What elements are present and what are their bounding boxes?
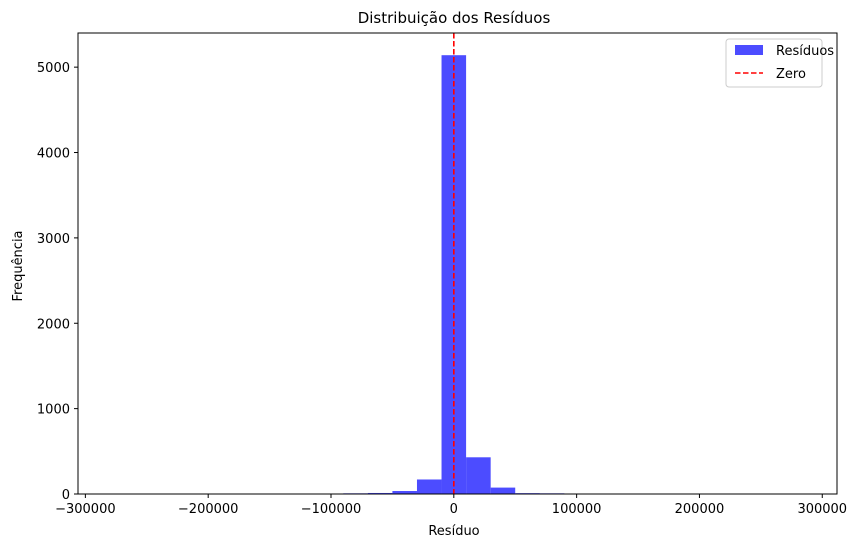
plot-frame xyxy=(77,32,838,495)
legend-label-residuos: Resíduos xyxy=(776,44,834,59)
legend: Resíduos Zero xyxy=(725,38,834,88)
x-axis-ticks: −300000 −200000 −100000 0 100000 200000 300000 xyxy=(55,494,847,517)
y-tick-label-5: 5000 xyxy=(37,61,70,76)
x-tick-label-4: 100000 xyxy=(552,502,602,517)
x-axis-label: Resíduo xyxy=(428,524,479,539)
y-tick-label-0: 0 xyxy=(62,488,70,503)
histogram-bar-1 xyxy=(367,492,393,494)
x-tick-label-3: 0 xyxy=(450,502,458,517)
legend-label-zero: Zero xyxy=(776,67,806,82)
y-tick-label-2: 2000 xyxy=(37,317,70,332)
histogram-bar-3 xyxy=(416,479,442,494)
x-tick-label-6: 300000 xyxy=(797,502,847,517)
histogram-bar-6 xyxy=(490,487,516,494)
chart-title: Distribuição dos Resíduos xyxy=(358,9,551,27)
histogram-bar-2 xyxy=(392,491,417,494)
y-tick-label-1: 1000 xyxy=(37,403,70,418)
histogram-bar-5 xyxy=(466,457,491,494)
y-axis-label: Frequência xyxy=(11,230,26,301)
x-tick-label-0: −300000 xyxy=(55,502,116,517)
x-tick-label-2: −100000 xyxy=(301,502,362,517)
legend-swatch-residuos xyxy=(735,45,763,55)
y-tick-label-3: 3000 xyxy=(37,232,70,247)
x-tick-label-5: 200000 xyxy=(675,502,725,517)
x-tick-label-1: −200000 xyxy=(178,502,239,517)
y-axis-ticks: 0 1000 2000 3000 4000 5000 xyxy=(37,61,78,503)
y-tick-label-4: 4000 xyxy=(37,147,70,162)
